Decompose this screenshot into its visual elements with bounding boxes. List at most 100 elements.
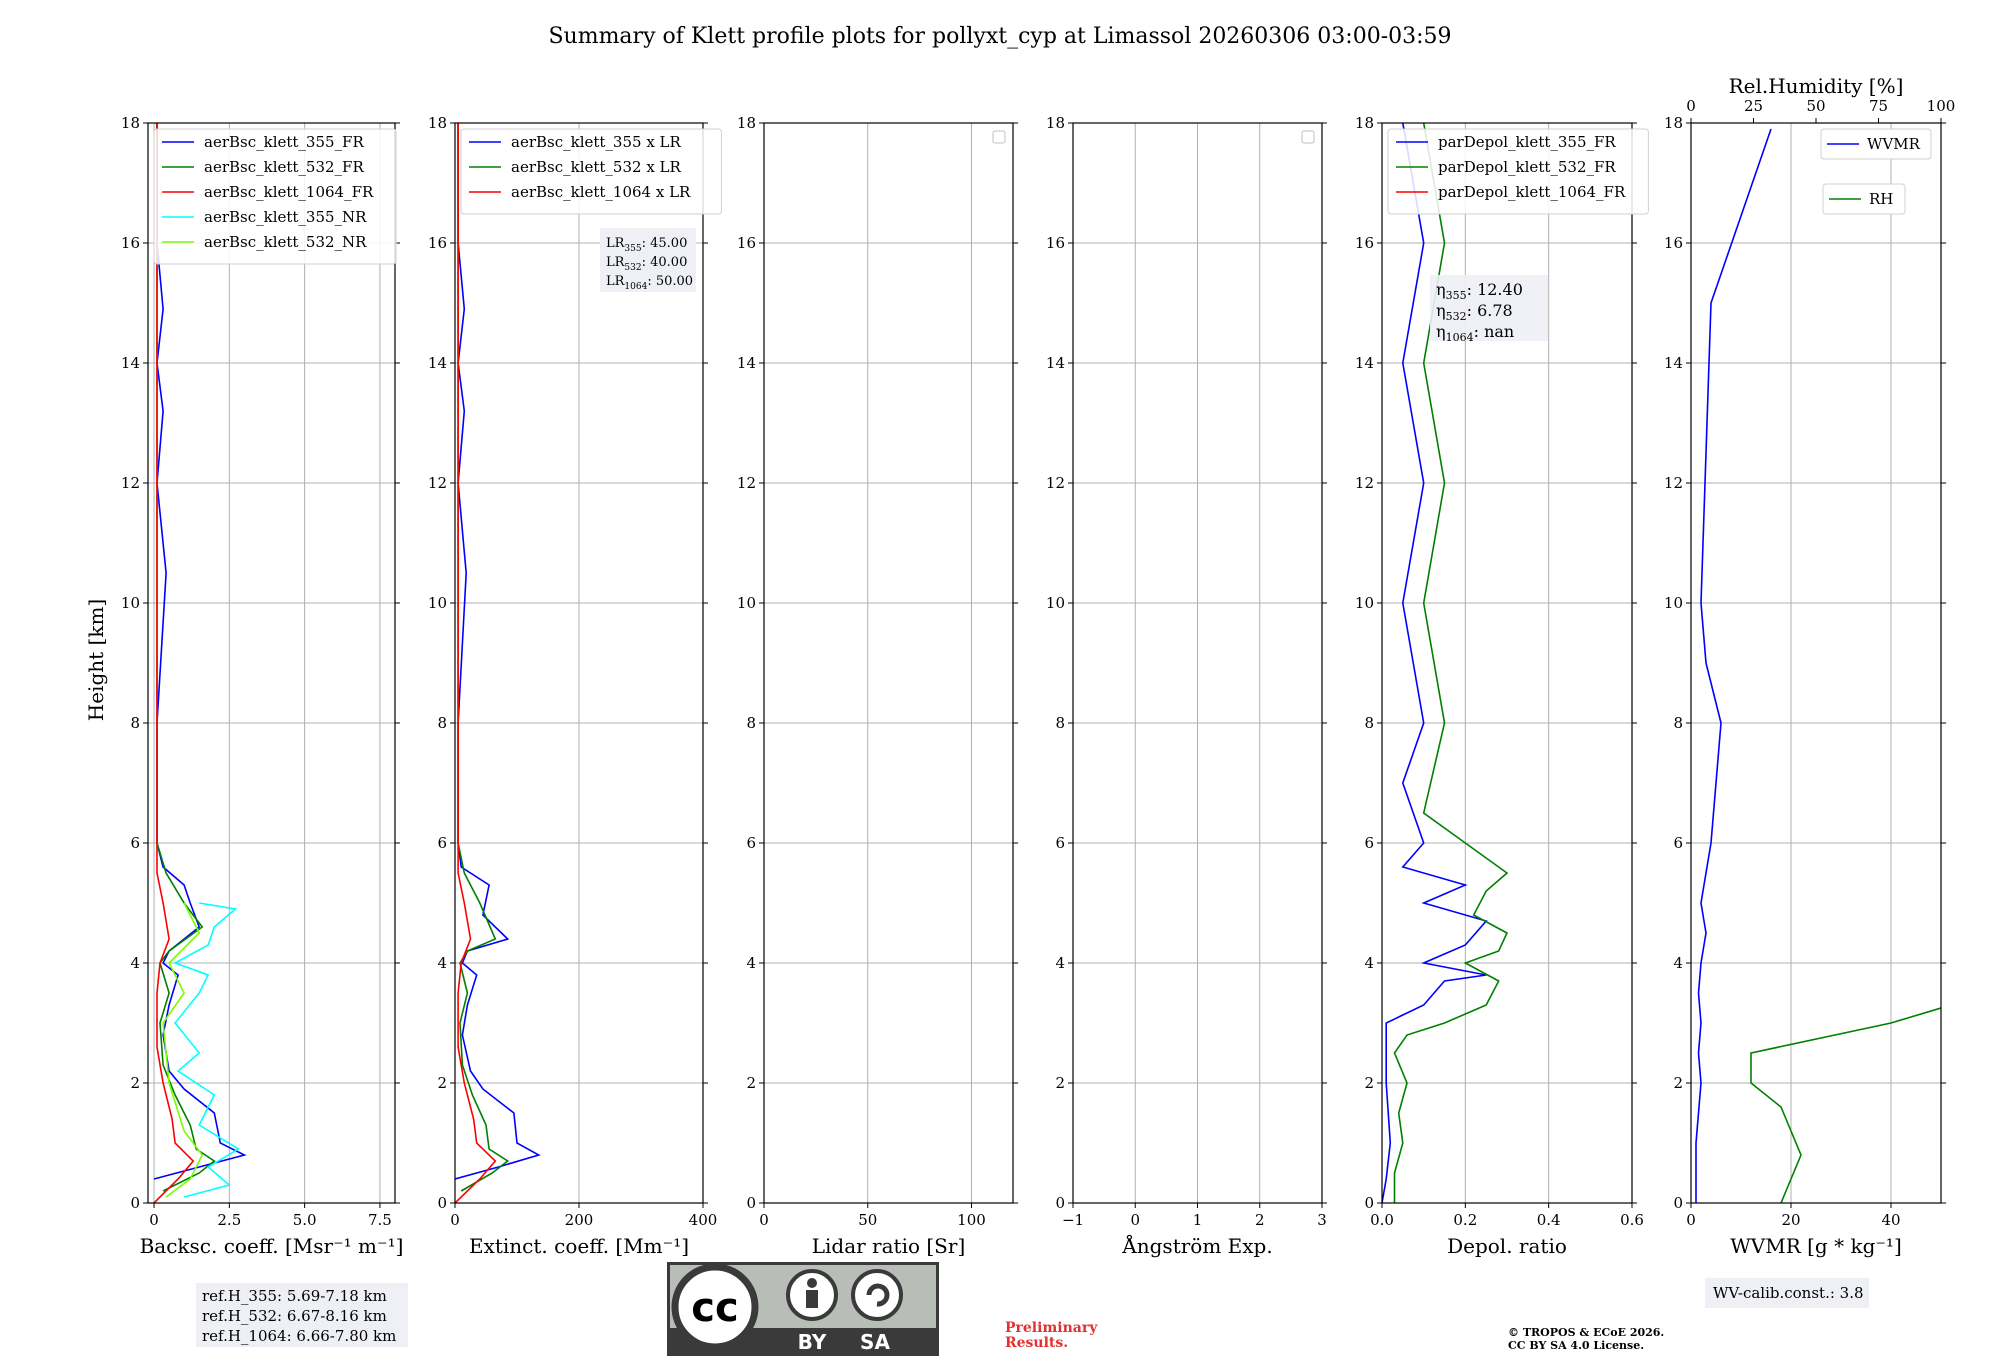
x-tick-label: 20 (1781, 1211, 1800, 1229)
y-tick-label: 6 (1055, 834, 1065, 852)
series-group-extinction (455, 123, 541, 1203)
y-tick-label: 12 (1046, 474, 1065, 492)
eta-label-base: η (1436, 301, 1446, 320)
y-tick-label: 10 (1664, 594, 1683, 612)
lr-label-value: : 45.00 (642, 236, 688, 251)
legend-entry: aerBsc_klett_532_NR (204, 233, 367, 251)
series-line-aerBsc_klett_532_FR (156, 123, 216, 1192)
y-tick-label: 0 (130, 1194, 140, 1212)
eta-label-value: : nan (1474, 322, 1515, 341)
y-tick-label: 12 (1664, 474, 1683, 492)
top-x-tick-label: 25 (1744, 97, 1763, 115)
panel-depol: 0 2 4 6 8 10 12 14 16 18 0.0 0.2 0.4 0.6 Depol. ratio p… (1355, 114, 1649, 1258)
eta-label-value: : 12.40 (1467, 280, 1523, 299)
x-tick-label: 2.5 (217, 1211, 241, 1229)
y-tick-label: 4 (437, 954, 447, 972)
sa-share-icon (851, 1269, 903, 1321)
eta-label-base: η (1436, 280, 1446, 299)
y-tick-label: 2 (1364, 1074, 1374, 1092)
y-tick-label: 4 (1364, 954, 1374, 972)
y-tick-label: 16 (1355, 234, 1374, 252)
y-tick-label: 2 (1673, 1074, 1683, 1092)
lr-label-base: LR (606, 255, 626, 270)
preliminary-results-line2: Results. (1005, 1335, 1068, 1351)
copyright-line2: CC BY SA 4.0 License. (1508, 1339, 1644, 1352)
x-tick-label: 50 (858, 1211, 877, 1229)
x-tick-label: 5.0 (293, 1211, 317, 1229)
x-tick-label: 1 (1193, 1211, 1203, 1229)
series-line-aerBsc_klett_1064_FR (153, 123, 195, 1203)
y-tick-label: 14 (1046, 354, 1065, 372)
series-line-aerBsc_klett_1064 x LR (455, 123, 497, 1203)
y-tick-label: 2 (130, 1074, 140, 1092)
y-tick-label: 4 (1055, 954, 1065, 972)
legend-entry: aerBsc_klett_355 x LR (511, 133, 682, 151)
x-tick-label: 0 (149, 1211, 159, 1229)
top-x-tick-label: 100 (1927, 97, 1956, 115)
y-tick-label: 14 (737, 354, 756, 372)
legend-box-backscatter (153, 128, 397, 265)
x-tick-label: 2 (1255, 1211, 1265, 1229)
legend-entry: parDepol_klett_1064_FR (1438, 183, 1626, 201)
series-group-depol (1382, 123, 1509, 1203)
y-tick-label: 8 (746, 714, 756, 732)
eta-label: η532: 6.78 (1436, 301, 1513, 323)
x-tick-label: 0 (1686, 1211, 1696, 1229)
legend-box-wvmr (1820, 128, 1932, 160)
cc-license-badge[interactable]: cc BY SA (667, 1262, 939, 1356)
y-tick-label: 8 (1364, 714, 1374, 732)
eta-label: η355: 12.40 (1436, 280, 1523, 302)
ref-height-box (196, 1283, 408, 1347)
y-tick-label: 4 (130, 954, 140, 972)
cc-icon-letters: cc (691, 1285, 738, 1331)
lr-annotation-box (600, 228, 696, 292)
legend-box-wvmr (1822, 183, 1906, 215)
legend-entry: WVMR (1867, 135, 1921, 153)
y-tick-label: 8 (130, 714, 140, 732)
wv-calib-box (1705, 1278, 1869, 1308)
lr-label-base: LR (606, 274, 626, 289)
y-tick-label: 14 (428, 354, 447, 372)
lr-label-value: : 50.00 (647, 274, 693, 289)
top-axis-label: Rel.Humidity [%] (1729, 74, 1904, 98)
series-line-aerBsc_klett_532_NR (162, 902, 204, 1198)
eta-label-sub: 1064 (1446, 331, 1474, 344)
y-tick-label: 4 (1673, 954, 1683, 972)
series-group-wvmr (1695, 128, 1941, 1203)
series-line-RH (1750, 1007, 1941, 1203)
y-tick-label: 0 (1673, 1194, 1683, 1212)
sa-share-icon-arrow (866, 1283, 890, 1307)
copyright-line1: © TROPOS & ECoE 2026. (1508, 1326, 1664, 1339)
x-tick-label: 0.2 (1453, 1211, 1477, 1229)
y-tick-label: 10 (1046, 594, 1065, 612)
by-person-icon-head (807, 1278, 817, 1288)
y-tick-label: 10 (428, 594, 447, 612)
x-axis-label-depol: Depol. ratio (1447, 1234, 1567, 1258)
y-tick-label: 6 (1364, 834, 1374, 852)
legend-entry: aerBsc_klett_355_FR (204, 133, 364, 151)
lr-label-base: LR (606, 236, 626, 251)
legend-entry: aerBsc_klett_355_NR (204, 208, 367, 226)
axes-frame-wvmr (1690, 122, 1942, 1204)
lr-label-sub: 355 (624, 244, 641, 254)
axes-frame-depol (1381, 122, 1633, 1204)
x-tick-label: 0 (759, 1211, 769, 1229)
y-tick-label: 0 (437, 1194, 447, 1212)
lr-label: LR1064: 50.00 (606, 274, 693, 292)
y-tick-label: 2 (746, 1074, 756, 1092)
cc-icon (671, 1263, 759, 1351)
y-tick-label: 18 (1355, 114, 1374, 132)
x-tick-label: 200 (565, 1211, 594, 1229)
x-tick-label: 0.4 (1537, 1211, 1561, 1229)
x-tick-label: 400 (689, 1211, 718, 1229)
top-x-tick-label: 0 (1686, 97, 1696, 115)
ref-height-label: ref.H_355: 5.69-7.18 km (202, 1287, 387, 1305)
y-tick-label: 8 (1673, 714, 1683, 732)
eta-label-base: η (1436, 322, 1446, 341)
x-axis-label-backscatter: Backsc. coeff. [Msr⁻¹ m⁻¹] (140, 1234, 404, 1258)
chart-title: Summary of Klett profile plots for polly… (548, 24, 1451, 49)
y-tick-label: 0 (746, 1194, 756, 1212)
